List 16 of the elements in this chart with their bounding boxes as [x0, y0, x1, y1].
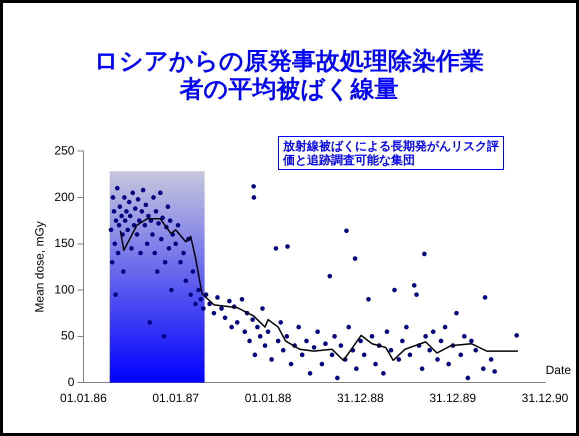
- y-tick-label: 200: [54, 190, 75, 204]
- x-tick-label: 31.12.88: [337, 391, 384, 406]
- y-tick-label: 100: [54, 282, 75, 296]
- y-tick-label: 50: [61, 328, 75, 343]
- y-tick-label: 150: [54, 236, 75, 250]
- x-axis-title: Date: [546, 362, 572, 377]
- x-tick-label: 01.01.88: [244, 391, 292, 406]
- x-tick-label: 31.12.90: [522, 391, 569, 406]
- x-tick-label: 01.01.86: [60, 391, 108, 406]
- y-axis-title: Mean dose, mGy: [32, 221, 47, 313]
- chart-title: ロシアからの原発事故処理除染作業者の平均被ばく線量: [93, 47, 485, 103]
- x-tick-label: 01.01.87: [152, 391, 200, 406]
- annotation: 放射線被ばくによる長期発がんリスク評価と追跡調査可能な集団: [278, 136, 504, 170]
- y-tick-label: 250: [54, 144, 75, 158]
- x-tick-label: 31.12.89: [429, 391, 476, 406]
- y-tick-label: 0: [68, 374, 75, 389]
